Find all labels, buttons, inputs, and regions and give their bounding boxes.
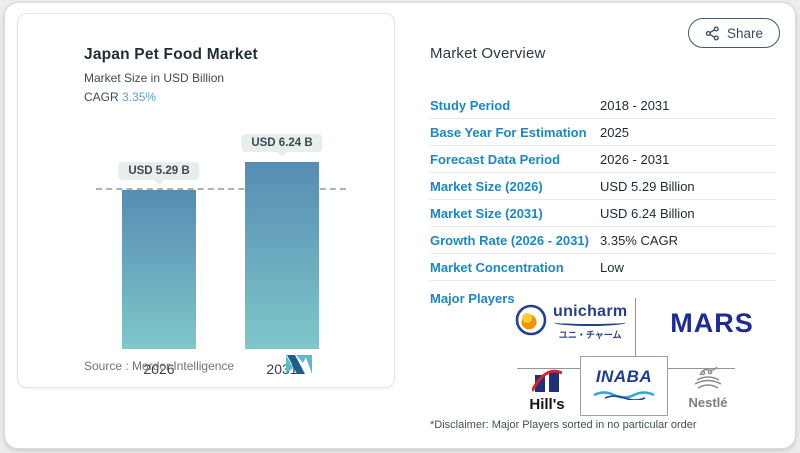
grid-divider-vertical — [635, 298, 636, 357]
table-row: Market Concentration Low — [430, 254, 775, 281]
row-value: 3.35% CAGR — [600, 232, 679, 248]
x-axis-label-2026: 2026 — [143, 361, 175, 377]
row-label: Market Size (2026) — [430, 178, 543, 194]
overview-table: Study Period 2018 - 2031 Base Year For E… — [430, 92, 775, 281]
table-row: Forecast Data Period 2026 - 2031 — [430, 146, 775, 173]
unicharm-wordmark: unicharm — [553, 303, 628, 320]
source-name: Mordor Intelligence — [132, 359, 235, 373]
cagr-value: 3.35% — [122, 90, 157, 104]
hills-mark-icon — [530, 368, 563, 398]
table-row: Market Size (2026) USD 5.29 Billion — [430, 173, 775, 200]
source-text: Source : Mordor Intelligence — [84, 359, 234, 373]
row-value: 2025 — [600, 124, 629, 140]
share-label: Share — [726, 25, 763, 41]
table-row: Study Period 2018 - 2031 — [430, 92, 775, 119]
bar-2031 — [245, 161, 319, 349]
bar-2026 — [122, 190, 196, 349]
overview-title: Market Overview — [430, 45, 546, 62]
row-label: Market Concentration — [430, 259, 564, 275]
source-label: Source : — [84, 359, 129, 373]
nestle-wordmark: Nestlé — [688, 395, 728, 410]
bar-value-label-2031: USD 6.24 B — [241, 133, 323, 152]
nestle-nest-icon — [690, 364, 726, 397]
inaba-logo: INABA — [580, 356, 668, 416]
major-players-grid: unicharm ユニ・チャーム MARS Hill's INABA — [493, 298, 767, 418]
row-value: 2026 - 2031 — [600, 151, 670, 167]
unicharm-mark-icon — [515, 304, 547, 341]
row-label: Study Period — [430, 97, 511, 113]
table-row: Market Size (2031) USD 6.24 Billion — [430, 200, 775, 227]
hills-wordmark: Hill's — [529, 396, 565, 413]
table-row: Base Year For Estimation 2025 — [430, 119, 775, 146]
chart-title: Japan Pet Food Market — [84, 46, 258, 63]
chart-subtitle: Market Size in USD Billion — [84, 71, 225, 85]
inaba-wordmark: INABA — [595, 367, 653, 386]
reference-dashed-line — [96, 188, 346, 191]
mordor-intelligence-logo-icon — [286, 355, 312, 377]
unicharm-japanese-text: ユニ・チャーム — [558, 330, 622, 340]
unicharm-arc — [554, 319, 627, 326]
row-label: Growth Rate (2026 - 2031) — [430, 232, 589, 248]
row-value: USD 6.24 Billion — [600, 205, 695, 221]
row-value: Low — [600, 259, 624, 275]
bar-value-label-2026: USD 5.29 B — [118, 162, 200, 181]
unicharm-logo: unicharm ユニ・チャーム — [515, 304, 627, 341]
share-button[interactable]: Share — [687, 18, 780, 48]
disclaimer-text: *Disclaimer: Major Players sorted in no … — [430, 419, 697, 431]
nestle-logo: Nestlé — [679, 364, 737, 409]
market-overview-panel: Market Overview Study Period 2018 - 2031… — [430, 45, 775, 441]
inaba-wave-icon — [591, 387, 657, 405]
major-players-label: Major Players — [430, 291, 515, 306]
chart-cagr: CAGR 3.35% — [84, 90, 394, 104]
share-icon — [705, 25, 720, 41]
row-label: Forecast Data Period — [430, 151, 561, 167]
mars-logo: MARS — [670, 308, 754, 338]
row-value: 2018 - 2031 — [600, 97, 670, 113]
row-value: USD 5.29 Billion — [600, 178, 695, 194]
bar-chart: USD 5.29 B USD 6.24 B 2026 2031 — [96, 133, 363, 377]
report-card: Share Japan Pet Food Market Market Size … — [4, 2, 796, 449]
cagr-label: CAGR — [84, 90, 119, 104]
market-chart-card: Japan Pet Food Market Market Size in USD… — [17, 13, 395, 388]
row-label: Market Size (2031) — [430, 205, 543, 221]
hills-logo: Hill's — [519, 368, 575, 412]
table-row: Growth Rate (2026 - 2031) 3.35% CAGR — [430, 227, 775, 254]
row-label: Base Year For Estimation — [430, 124, 587, 140]
